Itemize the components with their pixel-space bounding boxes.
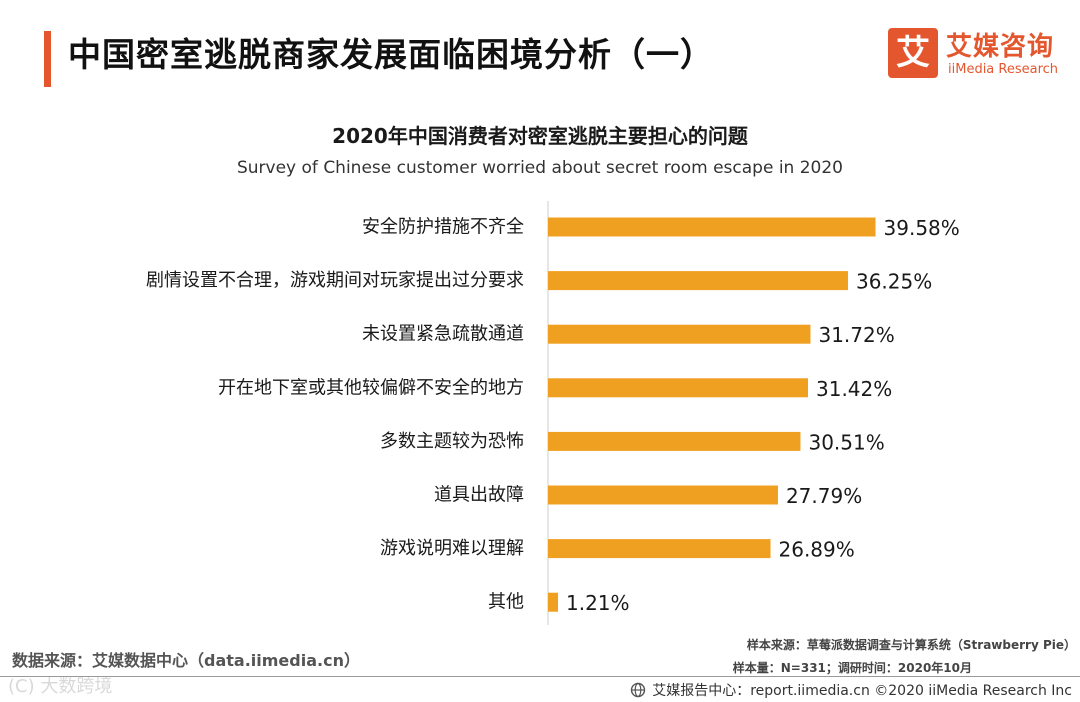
bar [548,539,771,559]
category-label: 未设置紧急疏散通道 [362,324,524,345]
bar [548,485,778,505]
bar [548,431,801,451]
category-label: 多数主题较为恐怖 [380,431,524,452]
bar [548,592,559,612]
category-label: 道具出故障 [434,485,524,506]
footer-report-center: 艾媒报告中心：report.iimedia.cn ©2020 iiMedia R… [630,680,1072,700]
category-label: 安全防护措施不齐全 [362,217,524,238]
footer-divider [0,676,1080,677]
category-label: 剧情设置不合理，游戏期间对玩家提出过分要求 [146,270,524,291]
value-label: 31.42% [816,377,892,401]
iimedia-logo: 艾 艾媒咨询 iiMedia Research [888,28,1068,82]
bar [548,324,811,344]
logo-mark-icon: 艾 [888,28,938,78]
category-label: 其他 [488,592,524,613]
chart-title: 2020年中国消费者对密室逃脱主要担心的问题 [332,124,748,148]
bar [548,217,876,237]
bar [548,378,809,398]
sample-size: 样本量：N=331；调研时间：2020年10月 [732,661,972,675]
logo-name-cn: 艾媒咨询 [946,32,1055,62]
value-label: 39.58% [884,216,960,240]
value-label: 27.79% [786,484,862,508]
category-label: 开在地下室或其他较偏僻不安全的地方 [218,377,524,398]
report-center-text: 艾媒报告中心：report.iimedia.cn ©2020 iiMedia R… [652,683,1072,699]
category-label: 游戏说明难以理解 [380,538,524,559]
page-title: 中国密室逃脱商家发展面临困境分析（一） [68,35,714,74]
data-source: 数据来源：艾媒数据中心（data.iimedia.cn） [12,651,360,670]
title-accent-bar [44,31,51,87]
value-label: 36.25% [856,270,932,294]
bar [548,271,848,291]
value-label: 31.72% [818,323,894,347]
value-label: 30.51% [808,430,884,454]
chart-subtitle: Survey of Chinese customer worried about… [236,158,843,178]
globe-icon [631,682,646,698]
logo-name-en: iiMedia Research [948,62,1059,77]
bar-chart: 安全防护措施不齐全 39.58% 剧情设置不合理，游戏期间对玩家提出过分要求 36.2… [146,201,960,625]
sample-source: 样本来源：草莓派数据调查与计算系统（Strawberry Pie） [746,638,1076,652]
value-label: 26.89% [779,538,855,562]
value-label: 1.21% [566,591,630,615]
watermark: (C) 大数跨境 [8,676,113,697]
